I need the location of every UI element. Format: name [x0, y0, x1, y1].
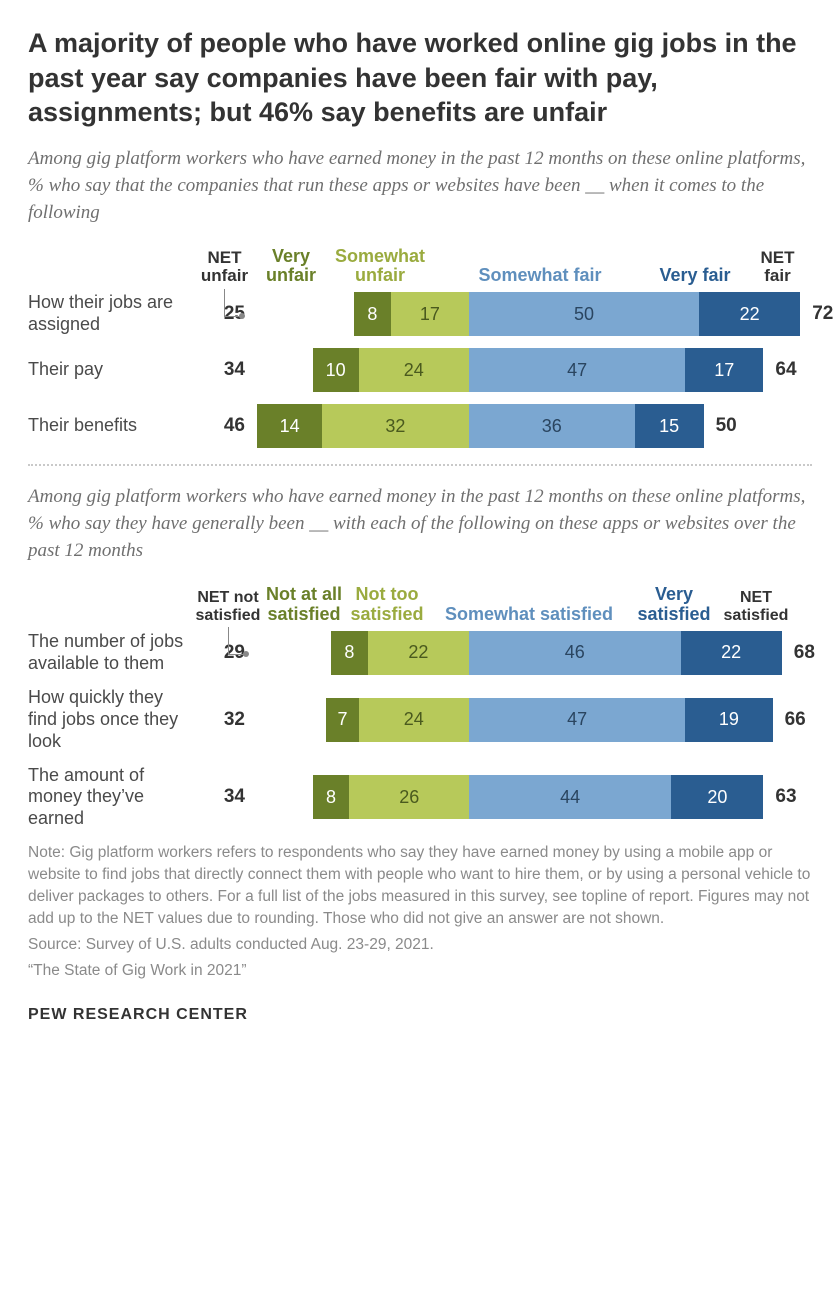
net-right-value: 63: [763, 786, 828, 808]
bar-segment: 36: [469, 404, 635, 448]
callout-line-2: [228, 627, 246, 655]
chart2-header: NET not satisfied Not at all satisfied N…: [28, 585, 812, 625]
hdr-very-sat: Very satisfied: [628, 585, 720, 625]
bar-segment: 22: [681, 631, 782, 675]
bar-segment: 46: [469, 631, 681, 675]
bar-segment: 44: [469, 775, 671, 819]
bar: 7244719: [257, 698, 773, 742]
row-label: How their jobs are assigned: [28, 292, 192, 336]
bar-segment: 32: [322, 404, 469, 448]
row-label: How quickly they find jobs once they loo…: [28, 687, 192, 753]
bar-segment: 15: [635, 404, 704, 448]
chart1-header: NET unfair Very unfair Somewhat unfair S…: [28, 247, 812, 287]
hdr-very-fair: Very fair: [645, 266, 745, 286]
net-right-value: 68: [782, 642, 840, 664]
bar-segment: 10: [313, 348, 359, 392]
bar-segment: 8: [331, 631, 368, 675]
report-text: “The State of Gig Work in 2021”: [28, 960, 812, 982]
chart1: NET unfair Very unfair Somewhat unfair S…: [28, 247, 812, 449]
row-label: Their benefits: [28, 415, 192, 437]
hdr-net-satisfied: NET satisfied: [720, 589, 792, 624]
chart2-subtitle: Among gig platform workers who have earn…: [28, 484, 812, 565]
chart1-subtitle: Among gig platform workers who have earn…: [28, 146, 812, 227]
bar-segment: 24: [359, 698, 469, 742]
bar-segment: 50: [469, 292, 699, 336]
bar-segment: 17: [685, 348, 763, 392]
bar-segment: 8: [313, 775, 350, 819]
bar-row: Their benefits461432361550: [28, 404, 812, 448]
net-right-value: 72: [800, 303, 840, 325]
hdr-net-not-satisfied: NET not satisfied: [192, 589, 264, 624]
bar-segment: 26: [349, 775, 469, 819]
row-label: The number of jobs available to them: [28, 631, 192, 675]
bar-segment: 22: [368, 631, 469, 675]
bar: 14323615: [257, 404, 704, 448]
bar-segment: 20: [671, 775, 763, 819]
bar-segment: 19: [685, 698, 772, 742]
bar-row: The amount of money they’ve earned348264…: [28, 765, 812, 831]
bar-segment: 17: [391, 292, 469, 336]
bar: 8224622: [257, 631, 782, 675]
net-left-value: 34: [192, 359, 257, 381]
chart2: NET not satisfied Not at all satisfied N…: [28, 585, 812, 830]
bar-segment: 14: [257, 404, 321, 448]
bar-segment: 7: [326, 698, 358, 742]
hdr-somewhat-sat: Somewhat satisfied: [430, 605, 628, 625]
bar-row: Their pay341024471764: [28, 348, 812, 392]
bar: 8264420: [257, 775, 763, 819]
bar-segment: 8: [354, 292, 391, 336]
chart-title: A majority of people who have worked onl…: [28, 26, 812, 130]
bar: 8175022: [257, 292, 800, 336]
net-left-value: 32: [192, 709, 257, 731]
callout-line: [224, 289, 242, 317]
footer-brand: PEW RESEARCH CENTER: [28, 1006, 812, 1024]
bar-row: The number of jobs available to them2982…: [28, 631, 812, 675]
hdr-somewhat-unfair: Somewhat unfair: [325, 247, 435, 287]
row-label: Their pay: [28, 359, 192, 381]
hdr-somewhat-fair: Somewhat fair: [435, 266, 645, 286]
net-right-value: 64: [763, 359, 828, 381]
bar: 10244717: [257, 348, 763, 392]
bar-row: How their jobs are assigned25817502272: [28, 292, 812, 336]
section-divider: [28, 464, 812, 466]
hdr-not-at-all: Not at all satisfied: [264, 585, 344, 625]
net-left-value: 46: [192, 415, 257, 437]
net-left-value: 34: [192, 786, 257, 808]
bar-segment: 47: [469, 348, 685, 392]
bar-segment: 47: [469, 698, 685, 742]
bar-segment: 24: [359, 348, 469, 392]
note-text: Note: Gig platform workers refers to res…: [28, 842, 812, 930]
hdr-very-unfair: Very unfair: [257, 247, 325, 287]
bar-segment: 22: [699, 292, 800, 336]
hdr-net-unfair: NET unfair: [192, 249, 257, 286]
hdr-net-fair: NET fair: [745, 249, 810, 286]
source-text: Source: Survey of U.S. adults conducted …: [28, 934, 812, 956]
hdr-not-too: Not too satisfied: [344, 585, 430, 625]
bar-row: How quickly they find jobs once they loo…: [28, 687, 812, 753]
net-right-value: 50: [704, 415, 769, 437]
net-right-value: 66: [773, 709, 838, 731]
row-label: The amount of money they’ve earned: [28, 765, 192, 831]
